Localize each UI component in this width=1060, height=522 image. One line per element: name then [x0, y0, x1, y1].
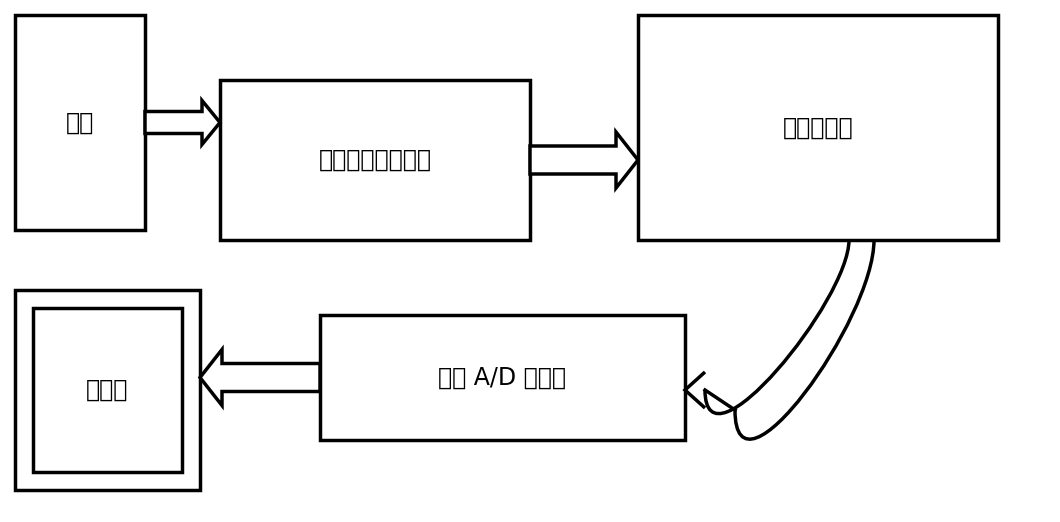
Bar — [33, 308, 182, 472]
Polygon shape — [200, 350, 320, 406]
Text: 显示器: 显示器 — [86, 378, 128, 402]
Bar — [220, 80, 530, 240]
Text: 高速 A/D 转换器: 高速 A/D 转换器 — [439, 365, 566, 389]
Bar — [15, 15, 145, 230]
Text: 信号放大器: 信号放大器 — [782, 115, 853, 139]
Bar — [320, 315, 685, 440]
Polygon shape — [530, 132, 638, 188]
Bar — [15, 290, 200, 490]
Bar — [638, 15, 999, 240]
Text: 水果: 水果 — [66, 111, 94, 135]
Text: 高响应光电探测器: 高响应光电探测器 — [318, 148, 431, 172]
Polygon shape — [145, 101, 220, 145]
